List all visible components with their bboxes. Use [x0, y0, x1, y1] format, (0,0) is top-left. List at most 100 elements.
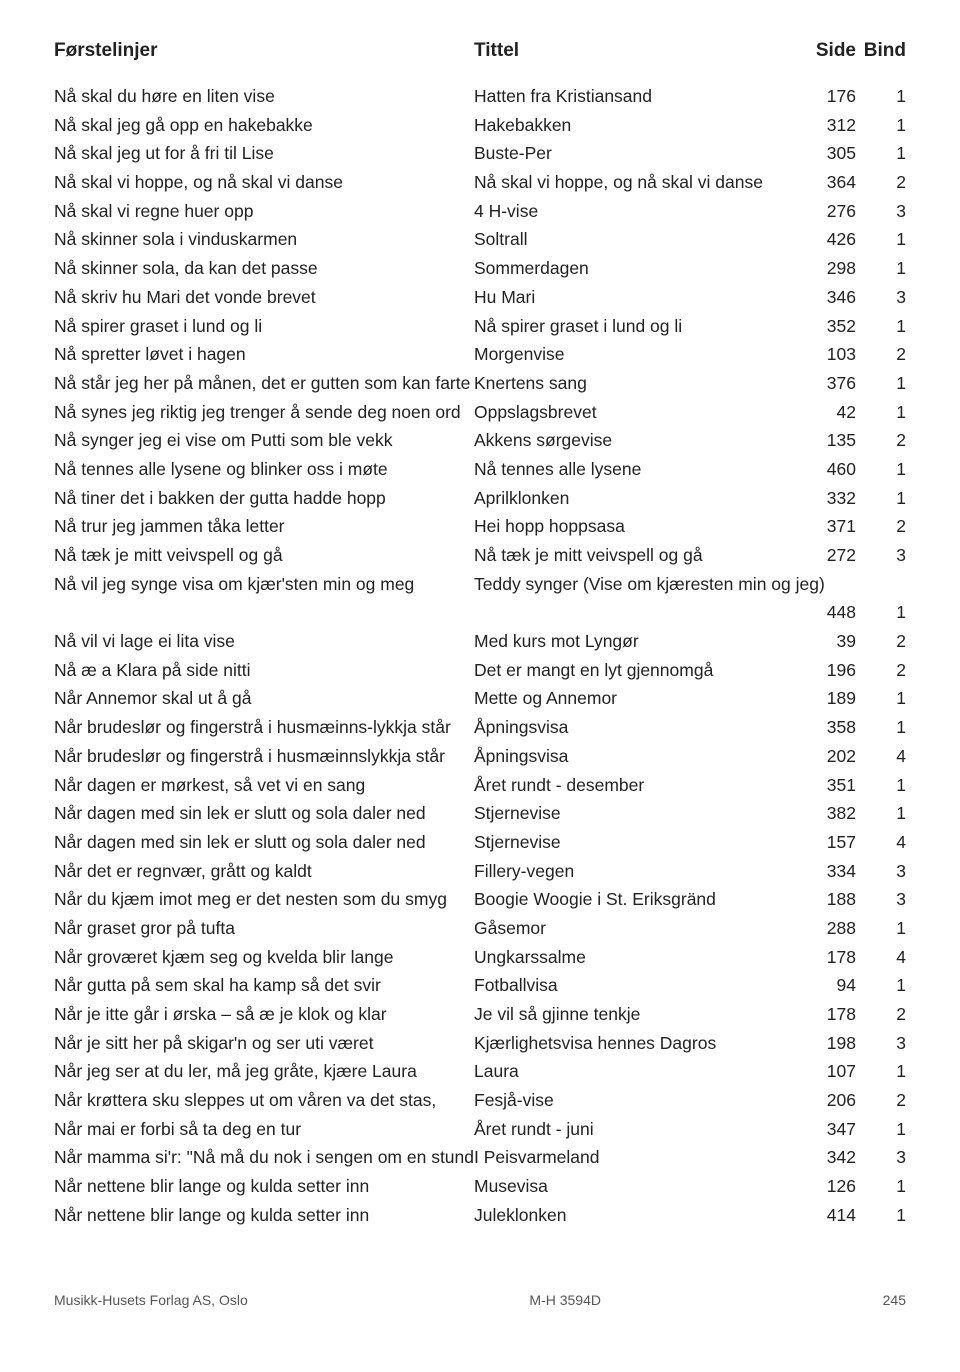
cell-firstline: Når mamma si'r: "Nå må du nok i sengen o…	[54, 1143, 474, 1172]
cell-side: 272	[796, 541, 856, 570]
cell-right-group: Det er mangt en lyt gjennomgå1962	[474, 656, 906, 685]
cell-title: Musevisa	[474, 1172, 796, 1201]
cell-firstline: Nå vil jeg synge visa om kjær'sten min o…	[54, 570, 474, 599]
cell-right-group: Stjernevise3821	[474, 799, 906, 828]
header-right-group: Tittel Side Bind	[474, 40, 906, 62]
cell-side: 39	[796, 627, 856, 656]
cell-bind: 4	[856, 742, 906, 771]
cell-title: 4 H-vise	[474, 197, 796, 226]
cell-right-group: Knertens sang3761	[474, 369, 906, 398]
cell-firstline: Når dagen med sin lek er slutt og sola d…	[54, 828, 474, 857]
cell-bind: 2	[856, 656, 906, 685]
cell-side: 126	[796, 1172, 856, 1201]
table-row: Nå trur jeg jammen tåka letterHei hopp h…	[54, 512, 906, 541]
cell-right-group: Fesjå-vise2062	[474, 1086, 906, 1115]
page-footer: Musikk-Husets Forlag AS, Oslo M-H 3594D …	[54, 1292, 906, 1308]
cell-side: 352	[796, 312, 856, 341]
cell-title: Åpningsvisa	[474, 713, 796, 742]
table-row: Nå synes jeg riktig jeg trenger å sende …	[54, 398, 906, 427]
cell-bind: 3	[856, 885, 906, 914]
cell-right-group: Oppslagsbrevet421	[474, 398, 906, 427]
cell-title: Åpningsvisa	[474, 742, 796, 771]
table-row: Nå skal du høre en liten viseHatten fra …	[54, 82, 906, 111]
cell-right-group: Åpningsvisa3581	[474, 713, 906, 742]
table-row: Nå synger jeg ei vise om Putti som ble v…	[54, 426, 906, 455]
cell-firstline: Nå spretter løvet i hagen	[54, 340, 474, 369]
table-row: Nå æ a Klara på side nittiDet er mangt e…	[54, 656, 906, 685]
cell-side: 178	[796, 943, 856, 972]
footer-publisher: Musikk-Husets Forlag AS, Oslo	[54, 1292, 248, 1308]
table-row: Nå skal vi hoppe, og nå skal vi danseNå …	[54, 168, 906, 197]
cell-title: Fillery-vegen	[474, 857, 796, 886]
cell-right-group: I Peisvarmeland3423	[474, 1143, 906, 1172]
cell-firstline: Nå æ a Klara på side nitti	[54, 656, 474, 685]
cell-firstline: Når je itte går i ørska – så æ je klok o…	[54, 1000, 474, 1029]
cell-title: Året rundt - juni	[474, 1115, 796, 1144]
cell-firstline: Nå trur jeg jammen tåka letter	[54, 512, 474, 541]
cell-side: 188	[796, 885, 856, 914]
cell-title: I Peisvarmeland	[474, 1143, 796, 1172]
cell-title: Stjernevise	[474, 828, 796, 857]
cell-title: Nå skal vi hoppe, og nå skal vi danse	[474, 168, 796, 197]
table-row: Når dagen med sin lek er slutt og sola d…	[54, 828, 906, 857]
cell-side: 346	[796, 283, 856, 312]
cell-title: Nå tæk je mitt veivspell og gå	[474, 541, 796, 570]
cell-firstline: Når dagen med sin lek er slutt og sola d…	[54, 799, 474, 828]
table-row: Når je itte går i ørska – så æ je klok o…	[54, 1000, 906, 1029]
cell-right-group: Nå tennes alle lysene4601	[474, 455, 906, 484]
cell-side: 342	[796, 1143, 856, 1172]
cell-right-group: Buste-Per3051	[474, 139, 906, 168]
cell-firstline: Nå skinner sola, da kan det passe	[54, 254, 474, 283]
cell-firstline: Nå skal vi regne huer opp	[54, 197, 474, 226]
cell-bind: 1	[856, 598, 906, 627]
table-row: Når dagen med sin lek er slutt og sola d…	[54, 799, 906, 828]
cell-firstline: Nå tennes alle lysene og blinker oss i m…	[54, 455, 474, 484]
table-row: Nå skal jeg gå opp en hakebakkeHakebakke…	[54, 111, 906, 140]
table-row: Når nettene blir lange og kulda setter i…	[54, 1201, 906, 1230]
cell-bind: 2	[856, 340, 906, 369]
cell-title: Buste-Per	[474, 139, 796, 168]
cell-firstline: Nå skal vi hoppe, og nå skal vi danse	[54, 168, 474, 197]
cell-bind: 1	[856, 484, 906, 513]
table-row: Når jeg ser at du ler, må jeg gråte, kjæ…	[54, 1057, 906, 1086]
table-row: Nå tæk je mitt veivspell og gåNå tæk je …	[54, 541, 906, 570]
cell-title: Hakebakken	[474, 111, 796, 140]
cell-firstline: Når mai er forbi så ta deg en tur	[54, 1115, 474, 1144]
cell-bind: 2	[856, 426, 906, 455]
cell-side: 358	[796, 713, 856, 742]
cell-firstline: Nå skal du høre en liten vise	[54, 82, 474, 111]
cell-title: Det er mangt en lyt gjennomgå	[474, 656, 796, 685]
cell-right-group: 4 H-vise2763	[474, 197, 906, 226]
cell-right-group: Juleklonken4141	[474, 1201, 906, 1230]
cell-bind: 2	[856, 512, 906, 541]
cell-bind: 1	[856, 455, 906, 484]
page-container: Førstelinjer Tittel Side Bind Nå skal du…	[0, 0, 960, 1336]
cell-side: 176	[796, 82, 856, 111]
cell-firstline: Når du kjæm imot meg er det nesten som d…	[54, 885, 474, 914]
cell-firstline: Når jeg ser at du ler, må jeg gråte, kjæ…	[54, 1057, 474, 1086]
table-row: Nå skal vi regne huer opp4 H-vise2763	[54, 197, 906, 226]
cell-side: 371	[796, 512, 856, 541]
cell-right-group: Kjærlighetsvisa hennes Dagros1983	[474, 1029, 906, 1058]
cell-side: 42	[796, 398, 856, 427]
table-row: Når du kjæm imot meg er det nesten som d…	[54, 885, 906, 914]
cell-bind: 1	[856, 1115, 906, 1144]
cell-title: Morgenvise	[474, 340, 796, 369]
table-row: Nå skinner sola, da kan det passeSommerd…	[54, 254, 906, 283]
cell-side: 196	[796, 656, 856, 685]
cell-firstline: Nå skal jeg gå opp en hakebakke	[54, 111, 474, 140]
table-row: Når groværet kjæm seg og kvelda blir lan…	[54, 943, 906, 972]
cell-bind: 1	[856, 713, 906, 742]
cell-bind: 3	[856, 283, 906, 312]
cell-firstline: Når gutta på sem skal ha kamp så det svi…	[54, 971, 474, 1000]
cell-title: Nå spirer graset i lund og li	[474, 312, 796, 341]
table-row: Når mamma si'r: "Nå må du nok i sengen o…	[54, 1143, 906, 1172]
cell-side: 312	[796, 111, 856, 140]
cell-bind: 1	[856, 684, 906, 713]
cell-title: Stjernevise	[474, 799, 796, 828]
cell-bind: 1	[856, 1201, 906, 1230]
cell-right-group: Soltrall4261	[474, 225, 906, 254]
cell-side: 107	[796, 1057, 856, 1086]
cell-firstline: Nå synes jeg riktig jeg trenger å sende …	[54, 398, 474, 427]
cell-right-group: Året rundt - juni3471	[474, 1115, 906, 1144]
